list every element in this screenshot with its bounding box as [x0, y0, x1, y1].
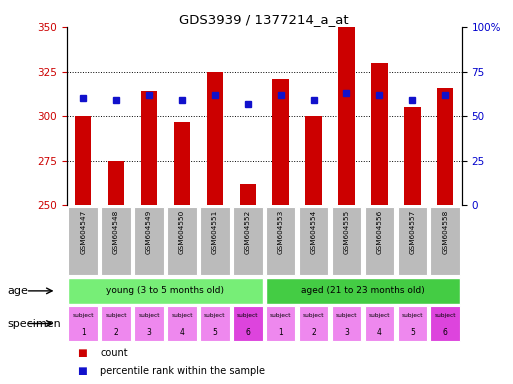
Text: GSM604558: GSM604558 — [442, 210, 448, 254]
Text: GSM604548: GSM604548 — [113, 210, 119, 254]
Bar — [305, 116, 322, 205]
Text: 6: 6 — [245, 328, 250, 337]
Text: specimen: specimen — [8, 318, 62, 329]
Bar — [233, 207, 263, 275]
Bar — [430, 306, 460, 341]
Bar — [371, 63, 388, 205]
Bar — [266, 207, 295, 275]
Text: aged (21 to 23 months old): aged (21 to 23 months old) — [301, 286, 425, 295]
Text: subject: subject — [369, 313, 390, 318]
Text: 5: 5 — [410, 328, 415, 337]
Text: GSM604549: GSM604549 — [146, 210, 152, 254]
Text: subject: subject — [105, 313, 127, 318]
Bar — [200, 306, 230, 341]
Bar — [272, 79, 289, 205]
Text: 3: 3 — [344, 328, 349, 337]
Text: subject: subject — [303, 313, 324, 318]
Bar — [141, 91, 157, 205]
Bar — [75, 116, 91, 205]
Bar — [101, 306, 131, 341]
Text: ■: ■ — [77, 348, 87, 358]
Text: subject: subject — [204, 313, 226, 318]
Text: 1: 1 — [278, 328, 283, 337]
Bar — [240, 184, 256, 205]
Text: subject: subject — [138, 313, 160, 318]
Text: percentile rank within the sample: percentile rank within the sample — [100, 366, 265, 376]
Bar — [68, 207, 98, 275]
Bar — [338, 27, 354, 205]
Bar — [332, 306, 361, 341]
Text: age: age — [8, 286, 29, 296]
Text: subject: subject — [435, 313, 456, 318]
Bar — [299, 306, 328, 341]
Text: subject: subject — [270, 313, 291, 318]
Title: GDS3939 / 1377214_a_at: GDS3939 / 1377214_a_at — [180, 13, 349, 26]
Bar — [365, 306, 394, 341]
Text: 3: 3 — [147, 328, 151, 337]
Bar — [134, 306, 164, 341]
Text: GSM604556: GSM604556 — [377, 210, 382, 254]
Text: GSM604547: GSM604547 — [80, 210, 86, 254]
Text: GSM604550: GSM604550 — [179, 210, 185, 254]
Bar — [134, 207, 164, 275]
Bar — [398, 207, 427, 275]
Bar — [404, 107, 421, 205]
Bar — [266, 278, 460, 304]
Bar — [68, 278, 263, 304]
Text: young (3 to 5 months old): young (3 to 5 months old) — [106, 286, 225, 295]
Bar — [200, 207, 230, 275]
Text: GSM604557: GSM604557 — [409, 210, 416, 254]
Text: subject: subject — [72, 313, 94, 318]
Text: GSM604555: GSM604555 — [344, 210, 349, 254]
Bar — [437, 88, 453, 205]
Text: subject: subject — [336, 313, 357, 318]
Text: 6: 6 — [443, 328, 448, 337]
Bar — [108, 161, 124, 205]
Text: subject: subject — [402, 313, 423, 318]
Bar — [365, 207, 394, 275]
Bar — [167, 207, 196, 275]
Text: GSM604553: GSM604553 — [278, 210, 284, 254]
Text: 2: 2 — [114, 328, 119, 337]
Bar — [332, 207, 361, 275]
Text: 2: 2 — [311, 328, 316, 337]
Bar — [430, 207, 460, 275]
Bar — [299, 207, 328, 275]
Bar — [398, 306, 427, 341]
Text: 4: 4 — [377, 328, 382, 337]
Bar — [101, 207, 131, 275]
Text: count: count — [100, 348, 128, 358]
Bar — [207, 71, 223, 205]
Bar — [68, 306, 98, 341]
Bar — [174, 121, 190, 205]
Text: GSM604551: GSM604551 — [212, 210, 218, 254]
Bar — [167, 306, 196, 341]
Bar — [233, 306, 263, 341]
Text: 4: 4 — [180, 328, 184, 337]
Bar — [266, 306, 295, 341]
Text: GSM604554: GSM604554 — [310, 210, 317, 254]
Text: subject: subject — [171, 313, 193, 318]
Text: subject: subject — [237, 313, 259, 318]
Text: 1: 1 — [81, 328, 86, 337]
Text: GSM604552: GSM604552 — [245, 210, 251, 254]
Text: ■: ■ — [77, 366, 87, 376]
Text: 5: 5 — [212, 328, 218, 337]
